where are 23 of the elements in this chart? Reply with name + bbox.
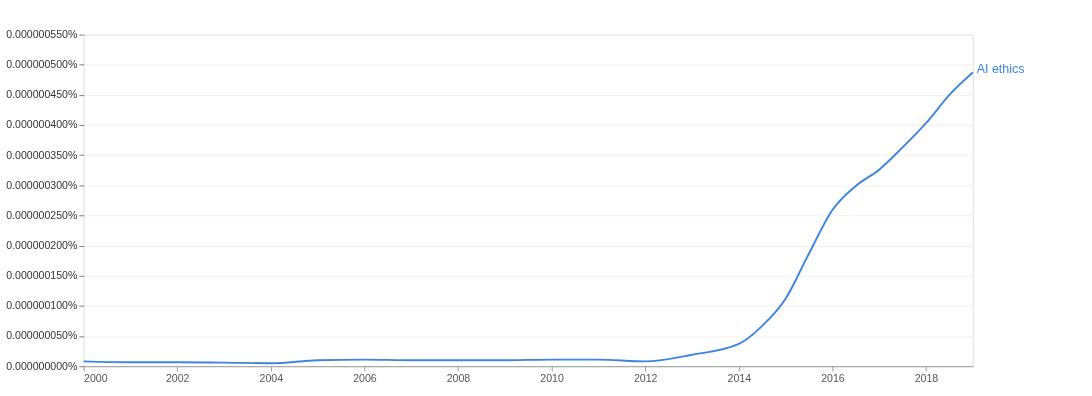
x-tick-label: 2006 <box>353 372 377 385</box>
y-tick-label: 0.000000550% <box>6 27 78 40</box>
x-tick-label: 2000 <box>84 372 108 385</box>
y-tick-label: 0.000000350% <box>6 148 78 161</box>
x-tick-label: 2010 <box>540 372 564 385</box>
x-tick-label: 2014 <box>727 372 752 385</box>
x-tick-label: 2004 <box>259 372 284 385</box>
x-tick-label: 2012 <box>633 372 658 385</box>
y-tick-label: 0.000000400% <box>6 118 78 131</box>
y-tick-label: 0.000000300% <box>6 178 78 191</box>
y-tick-label: 0.000000500% <box>6 58 78 71</box>
x-tick-label: 2008 <box>446 372 471 385</box>
y-tick-label: 0.000000450% <box>6 88 78 101</box>
y-tick-label: 0.000000050% <box>6 329 78 342</box>
y-tick-label: 0.000000100% <box>6 299 78 312</box>
y-tick-label: 0.000000000% <box>6 359 78 372</box>
series-label: AI ethics <box>976 61 1025 76</box>
y-tick-label: 0.000000200% <box>6 238 78 251</box>
y-tick-label: 0.000000250% <box>6 208 78 221</box>
y-tick-label: 0.000000150% <box>6 269 78 282</box>
x-tick-label: 2018 <box>914 372 939 385</box>
x-tick-label: 2016 <box>821 372 845 385</box>
x-tick-label: 2002 <box>165 372 190 385</box>
